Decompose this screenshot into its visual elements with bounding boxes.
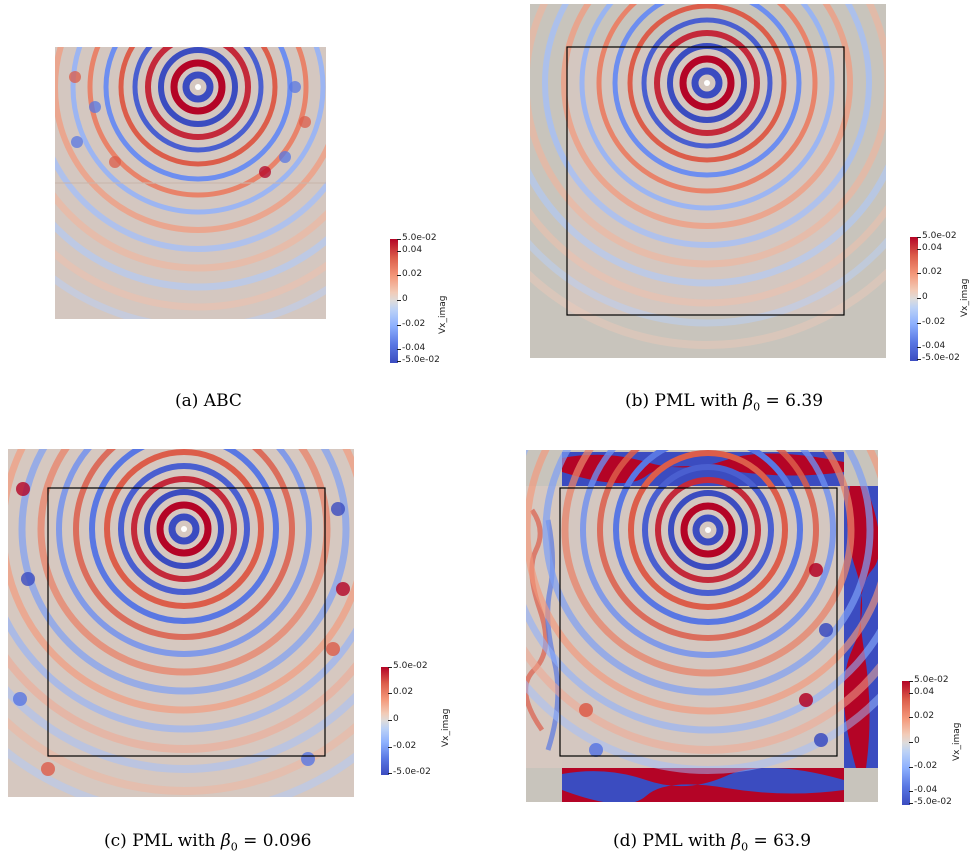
wave-field-plot bbox=[55, 47, 326, 319]
tick-max: 5.0e-02 bbox=[917, 231, 957, 241]
wave-field-plot bbox=[8, 449, 354, 797]
colorbar-d: 5.0e-02 0.04 0.02 0 -0.02 -0.04 -5.0e-02… bbox=[902, 675, 962, 807]
colorbar-variable-label: Vx_imag bbox=[441, 708, 451, 747]
tick: 0 bbox=[388, 714, 399, 724]
tick: -0.02 bbox=[396, 319, 426, 329]
tick: -0.04 bbox=[916, 341, 946, 351]
caption-c: (c) PML with β0 = 0.096 bbox=[104, 831, 312, 854]
colorbar-a: 5.0e-02 0.04 0.02 0 -0.02 -0.04 -5.0e-02… bbox=[390, 233, 448, 365]
tick-min: -5.0e-02 bbox=[917, 353, 960, 363]
tick: -0.02 bbox=[908, 761, 938, 771]
tick: -0.04 bbox=[396, 343, 426, 353]
tick-max: 5.0e-02 bbox=[909, 675, 949, 685]
field-image-abc bbox=[55, 47, 326, 319]
tick: -0.02 bbox=[387, 741, 417, 751]
tick: 0.04 bbox=[396, 245, 423, 255]
tick: -0.04 bbox=[908, 785, 938, 795]
wave-field-plot bbox=[530, 4, 886, 358]
colorbar-variable-label: Vx_imag bbox=[960, 278, 970, 317]
tick-max: 5.0e-02 bbox=[388, 661, 428, 671]
tick: 0.04 bbox=[908, 687, 935, 697]
tick: 0 bbox=[909, 736, 920, 746]
tick: 0.02 bbox=[908, 711, 935, 721]
tick: 0.02 bbox=[387, 687, 414, 697]
tick: 0.02 bbox=[396, 269, 423, 279]
field-image-pml-c bbox=[8, 449, 354, 797]
colorbar-variable-label: Vx_imag bbox=[438, 295, 448, 334]
caption-b: (b) PML with β0 = 6.39 bbox=[625, 391, 824, 414]
tick-min: -5.0e-02 bbox=[909, 797, 952, 807]
tick: 0.04 bbox=[916, 243, 943, 253]
tick: 0 bbox=[397, 294, 408, 304]
wave-field-plot bbox=[526, 450, 878, 802]
caption-a: (a) ABC bbox=[175, 391, 242, 411]
colorbar-b: 5.0e-02 0.04 0.02 0 -0.02 -0.04 -5.0e-02… bbox=[910, 231, 970, 363]
caption-d: (d) PML with β0 = 63.9 bbox=[613, 831, 812, 854]
tick: 0 bbox=[917, 292, 928, 302]
field-image-pml-d bbox=[526, 450, 878, 802]
tick-min: -5.0e-02 bbox=[397, 355, 440, 365]
tick: 0.02 bbox=[916, 267, 943, 277]
colorbar-c: 5.0e-02 0.02 0 -0.02 -5.0e-02 Vx_imag bbox=[381, 661, 451, 777]
colorbar-variable-label: Vx_imag bbox=[952, 722, 962, 761]
tick: -0.02 bbox=[916, 317, 946, 327]
tick-min: -5.0e-02 bbox=[388, 767, 431, 777]
field-image-pml-b bbox=[530, 4, 886, 358]
tick-max: 5.0e-02 bbox=[397, 233, 437, 243]
